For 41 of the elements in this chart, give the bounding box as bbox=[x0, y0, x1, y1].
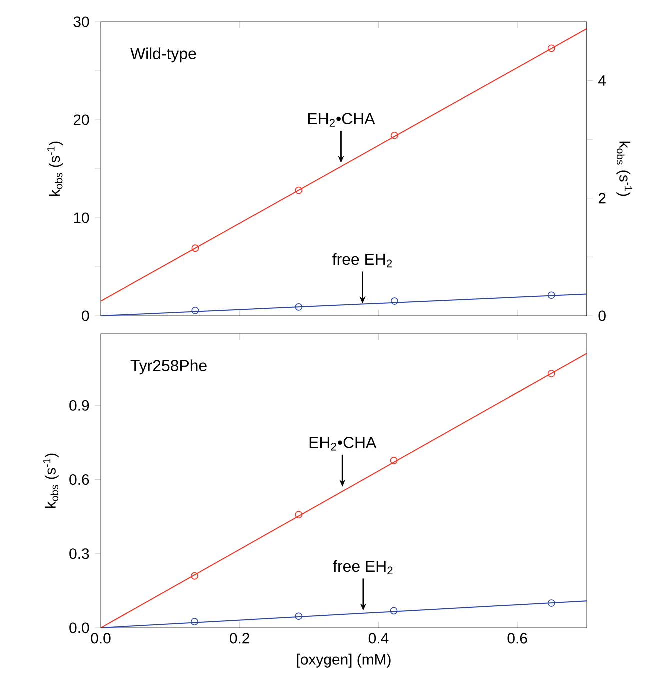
y-axis-title: k$_{obs}$ (s$^{-1}$) bbox=[43, 454, 59, 508]
y2-axis-title: k$_{obs}$ (s$^{-1}$) bbox=[616, 142, 632, 196]
point bbox=[295, 612, 303, 620]
point bbox=[390, 607, 398, 615]
y-tick-label: 0 bbox=[82, 310, 90, 322]
x-tick-label: 0.4 bbox=[368, 633, 389, 644]
point bbox=[192, 307, 200, 314]
point bbox=[390, 298, 398, 305]
y-tick-label: 30 bbox=[74, 16, 90, 28]
x-tick-label: 0.2 bbox=[230, 633, 250, 644]
point bbox=[548, 600, 556, 607]
point bbox=[191, 572, 198, 580]
y2-tick-label: 0 bbox=[598, 310, 606, 322]
point bbox=[548, 292, 556, 300]
annotation: EH$_{2}$•CHA bbox=[308, 113, 376, 127]
y-tick-label: 10 bbox=[74, 212, 90, 224]
y-tick-label: 20 bbox=[74, 114, 90, 126]
point bbox=[548, 370, 556, 378]
point bbox=[390, 132, 398, 140]
y-tick-label: 0.9 bbox=[70, 400, 90, 411]
point bbox=[390, 457, 398, 464]
y2-tick-label: 2 bbox=[598, 193, 606, 204]
y-tick-label: 0.6 bbox=[70, 474, 90, 486]
point bbox=[548, 44, 556, 52]
y-tick-label: 0.0 bbox=[70, 622, 90, 634]
point bbox=[295, 303, 303, 311]
point bbox=[192, 244, 200, 252]
point bbox=[295, 511, 303, 519]
point bbox=[191, 618, 198, 626]
x-tick-label: 0.6 bbox=[508, 633, 528, 644]
y-tick-label: 0.3 bbox=[70, 548, 90, 560]
y2-tick-label: 4 bbox=[598, 76, 606, 86]
annotation: EH$_{2}$•CHA bbox=[310, 437, 377, 451]
x-tick-label: 0.0 bbox=[91, 633, 111, 644]
point bbox=[295, 186, 303, 194]
text: Tyr258Phe bbox=[130, 360, 207, 375]
annotation: free EH$_{2}$ bbox=[332, 253, 392, 268]
y-axis-title: k$_{obs}$ (s$^{-1}$) bbox=[48, 142, 64, 196]
text: Wild-type bbox=[130, 48, 196, 63]
annotation: free EH$_{2}$ bbox=[333, 560, 393, 575]
x-axis-title: [oxygen] (mM) bbox=[297, 654, 391, 668]
